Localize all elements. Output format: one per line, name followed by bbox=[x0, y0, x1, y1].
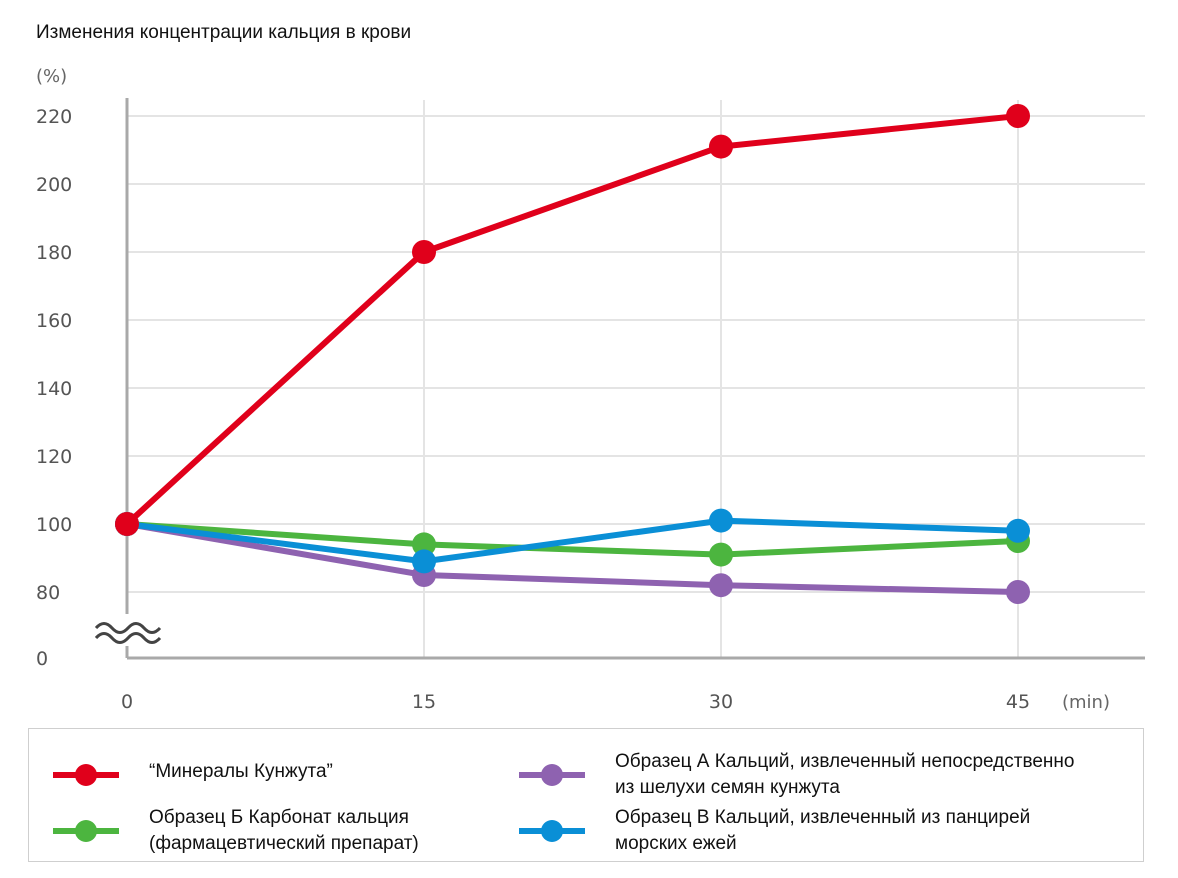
legend-label-line: Образец А Кальций, извлеченный непосредс… bbox=[615, 751, 1075, 772]
legend-label: Образец А Кальций, извлеченный непосредс… bbox=[615, 749, 1074, 801]
y-tick-label: 120 bbox=[36, 446, 72, 468]
y-tick-label: 80 bbox=[36, 582, 60, 604]
data-point bbox=[709, 542, 733, 567]
legend-marker bbox=[541, 820, 563, 842]
series-lines bbox=[115, 104, 1030, 604]
legend-item-sesame-minerals: “Минералы Кунжута” bbox=[53, 759, 333, 791]
axes bbox=[94, 98, 1145, 660]
legend-swatch bbox=[53, 815, 119, 847]
data-point bbox=[412, 549, 436, 574]
chart-title: Изменения концентрации кальция в крови bbox=[36, 22, 412, 43]
axis-break-wave bbox=[94, 632, 162, 644]
series-1 bbox=[115, 104, 1030, 536]
legend-item-sample-b: Образец Б Карбонат кальция (фармацевтиче… bbox=[53, 805, 419, 857]
legend-label-line: Образец В Кальций, извлеченный из панцир… bbox=[615, 807, 1031, 828]
line-chart: 0 80 100 120 140 160 180 200 220 0 15 30 45 (%) (min) bbox=[36, 66, 1145, 713]
tick-labels: 0 80 100 120 140 160 180 200 220 0 15 30 45 (%) (min) bbox=[36, 66, 1110, 713]
series-4 bbox=[115, 508, 1030, 574]
data-point bbox=[1006, 104, 1030, 128]
legend-label-line: Образец Б Карбонат кальция bbox=[149, 807, 409, 828]
legend-item-sample-v: Образец В Кальций, извлеченный из панцир… bbox=[519, 805, 1030, 857]
legend-marker bbox=[75, 820, 97, 842]
legend: “Минералы Кунжута” Образец А Кальций, из… bbox=[28, 728, 1144, 862]
legend-swatch bbox=[53, 759, 119, 791]
data-point bbox=[709, 573, 733, 598]
data-point bbox=[709, 134, 733, 159]
y-tick-label: 100 bbox=[36, 514, 72, 536]
series-line bbox=[124, 517, 1021, 565]
data-point bbox=[1006, 580, 1030, 604]
legend-label: Образец Б Карбонат кальция (фармацевтиче… bbox=[149, 805, 419, 857]
legend-label-line: “Минералы Кунжута” bbox=[149, 761, 333, 782]
y-tick-label: 160 bbox=[36, 310, 72, 332]
legend-marker bbox=[541, 764, 563, 786]
grid-lines bbox=[127, 100, 1145, 658]
legend-marker bbox=[75, 764, 97, 786]
data-point bbox=[412, 532, 436, 557]
series-line bbox=[124, 521, 1021, 595]
x-tick-label: 30 bbox=[709, 691, 733, 713]
data-point bbox=[709, 508, 733, 533]
x-tick-label: 15 bbox=[412, 691, 436, 713]
y-tick-label: 0 bbox=[36, 648, 48, 670]
legend-item-sample-a: Образец А Кальций, извлеченный непосредс… bbox=[519, 749, 1074, 801]
legend-swatch bbox=[519, 815, 585, 847]
y-axis-unit-label: (%) bbox=[36, 66, 67, 87]
y-tick-label: 220 bbox=[36, 106, 72, 128]
data-point bbox=[115, 512, 139, 536]
legend-swatch bbox=[519, 759, 585, 791]
legend-label: “Минералы Кунжута” bbox=[149, 759, 333, 785]
data-point bbox=[1006, 518, 1030, 543]
series-line bbox=[124, 113, 1021, 527]
x-axis-unit-label: (min) bbox=[1062, 692, 1110, 713]
y-tick-label: 200 bbox=[36, 174, 72, 196]
axis-break-wave bbox=[94, 622, 162, 634]
series-line bbox=[124, 521, 1021, 558]
legend-label-line: из шелухи семян кунжута bbox=[615, 777, 840, 798]
x-tick-label: 45 bbox=[1006, 691, 1030, 713]
y-tick-label: 140 bbox=[36, 378, 72, 400]
legend-label-line: (фармацевтический препарат) bbox=[149, 833, 419, 854]
legend-label-line: морских ежей bbox=[615, 833, 737, 854]
legend-label: Образец В Кальций, извлеченный из панцир… bbox=[615, 805, 1030, 857]
y-tick-label: 180 bbox=[36, 242, 72, 264]
data-point bbox=[412, 240, 436, 264]
x-tick-label: 0 bbox=[121, 691, 133, 713]
